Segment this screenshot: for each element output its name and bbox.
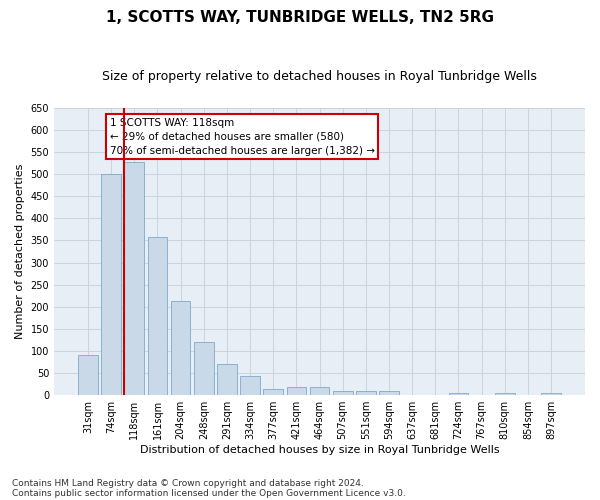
Bar [541,393,561,395]
Bar [171,302,190,395]
Bar [333,391,353,395]
Bar [495,393,515,395]
Bar [240,376,260,395]
Bar [101,174,121,395]
Bar [287,387,306,395]
Bar [194,342,214,395]
Text: 1 SCOTTS WAY: 118sqm
← 29% of detached houses are smaller (580)
70% of semi-deta: 1 SCOTTS WAY: 118sqm ← 29% of detached h… [110,118,375,156]
X-axis label: Distribution of detached houses by size in Royal Tunbridge Wells: Distribution of detached houses by size … [140,445,499,455]
Bar [124,162,144,395]
Text: Contains public sector information licensed under the Open Government Licence v3: Contains public sector information licen… [12,488,406,498]
Bar [78,356,98,395]
Y-axis label: Number of detached properties: Number of detached properties [15,164,25,339]
Text: Contains HM Land Registry data © Crown copyright and database right 2024.: Contains HM Land Registry data © Crown c… [12,478,364,488]
Bar [148,237,167,395]
Bar [217,364,237,395]
Bar [263,388,283,395]
Bar [356,391,376,395]
Text: 1, SCOTTS WAY, TUNBRIDGE WELLS, TN2 5RG: 1, SCOTTS WAY, TUNBRIDGE WELLS, TN2 5RG [106,10,494,25]
Bar [310,387,329,395]
Bar [449,393,468,395]
Bar [379,391,399,395]
Title: Size of property relative to detached houses in Royal Tunbridge Wells: Size of property relative to detached ho… [102,70,537,83]
